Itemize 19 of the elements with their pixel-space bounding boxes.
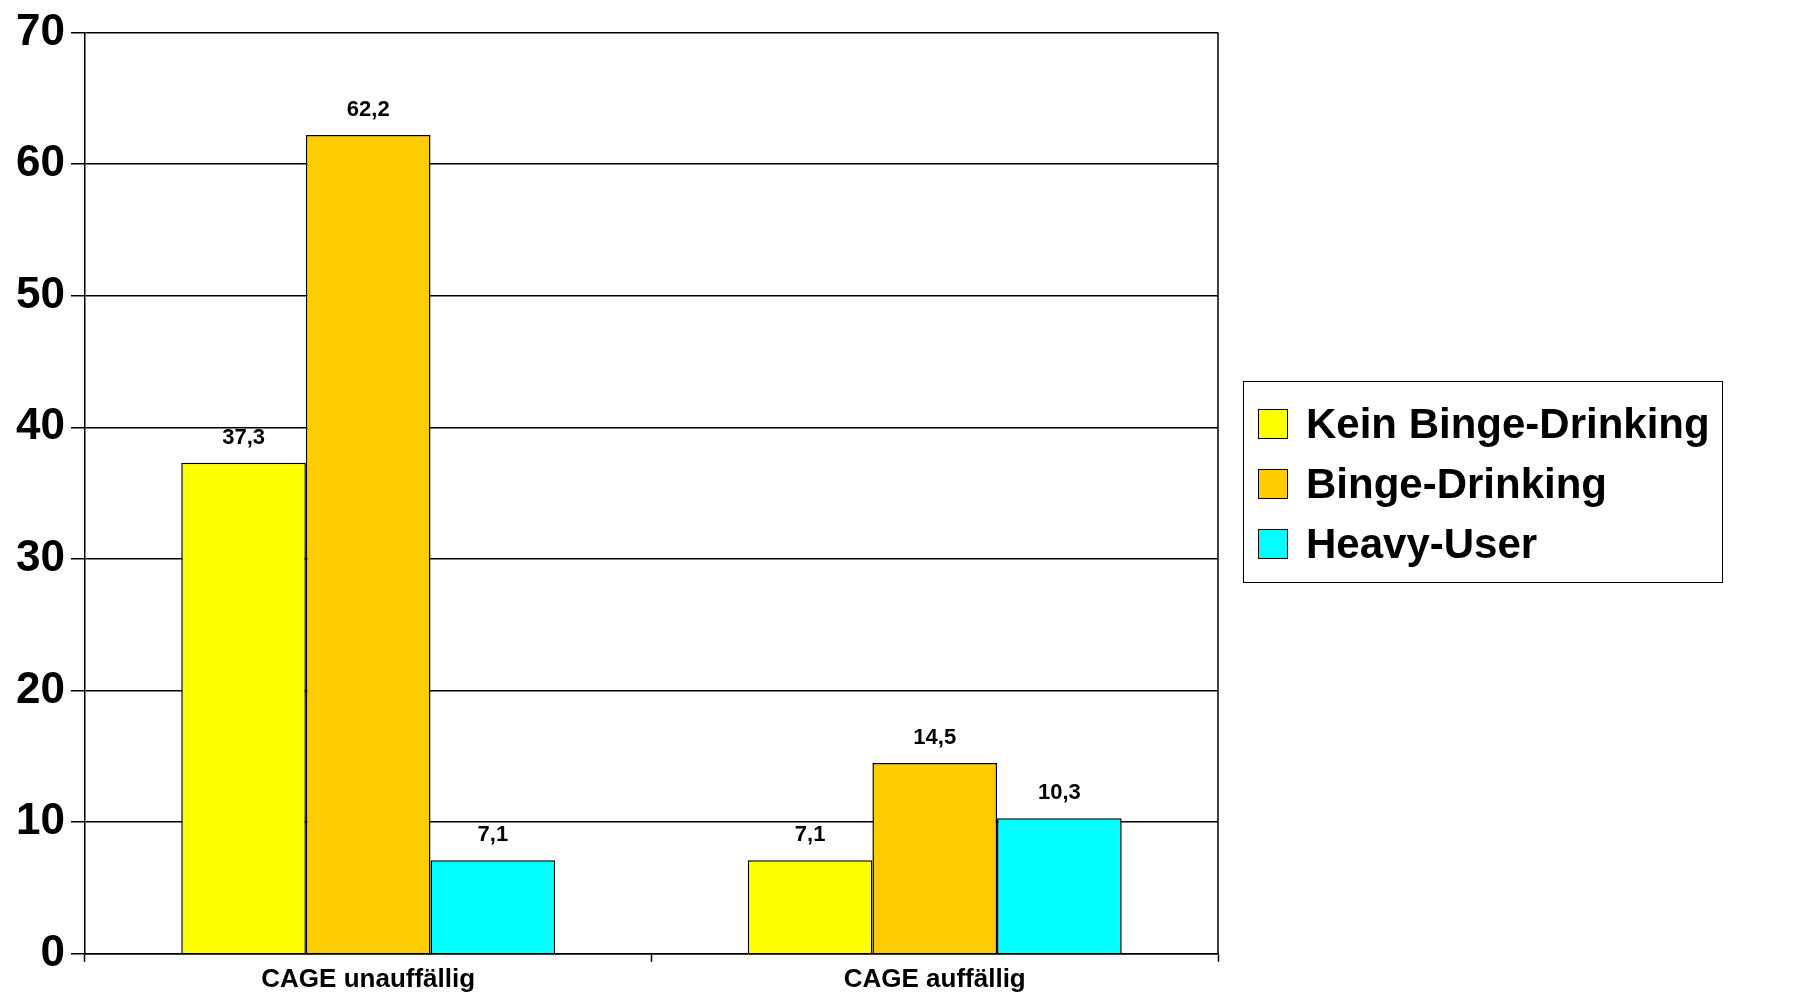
legend-label: Heavy-User bbox=[1306, 519, 1538, 569]
data-label: 10,3 bbox=[1037, 779, 1081, 805]
y-tick-label: 0 bbox=[40, 925, 65, 975]
y-tick-label: 50 bbox=[15, 267, 65, 317]
data-label: 7,1 bbox=[477, 821, 509, 847]
data-label: 7,1 bbox=[794, 821, 826, 847]
y-tick-label: 20 bbox=[15, 662, 65, 712]
x-tick-label: CAGE unauffällig bbox=[261, 962, 476, 993]
y-tick-label: 70 bbox=[15, 4, 65, 54]
y-tick-label: 60 bbox=[15, 136, 65, 186]
legend-label: Binge-Drinking bbox=[1306, 459, 1607, 509]
data-label: 14,5 bbox=[913, 724, 957, 749]
y-tick-label: 30 bbox=[15, 531, 65, 581]
y-tick-label: 40 bbox=[15, 399, 65, 449]
x-tick-label: CAGE auffällig bbox=[843, 962, 1026, 993]
y-tick-label: 10 bbox=[15, 794, 65, 844]
data-label: 37,3 bbox=[222, 423, 265, 449]
data-label: 62,2 bbox=[346, 96, 390, 122]
legend-label: Kein Binge-Drinking bbox=[1306, 399, 1710, 449]
